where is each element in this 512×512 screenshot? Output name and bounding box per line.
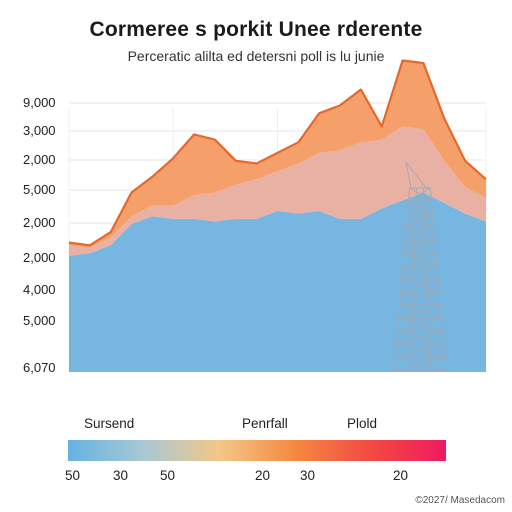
tower-brace [399, 291, 440, 306]
area-series-base [69, 192, 486, 372]
color-scale-tick: 30 [300, 468, 315, 483]
y-tick-label: 3,000 [23, 123, 56, 138]
tower-leg [423, 187, 430, 373]
area-series-middle [69, 126, 486, 256]
color-scale-label: Penrfall [242, 416, 288, 431]
copyright-text: ©2027/ Masedacom [415, 495, 505, 506]
tower-brace [395, 343, 444, 358]
tower-brace [406, 213, 433, 228]
tower-brace [404, 239, 435, 254]
y-tick-label: 5,000 [23, 182, 56, 197]
tower-brace [396, 330, 443, 345]
y-tick-label: 5,000 [23, 313, 56, 328]
tower-leg [429, 187, 447, 373]
tower-brace [409, 187, 432, 202]
tower-brace [402, 252, 436, 267]
color-scale-tick: 50 [65, 468, 80, 483]
tower-leg [393, 187, 411, 373]
y-tick-label: 2,000 [23, 215, 56, 230]
tower-brace [406, 226, 435, 241]
tower-spire [405, 161, 427, 189]
tower-brace [397, 317, 442, 332]
color-scale-label: Sursend [84, 416, 134, 431]
tower-illustration [393, 161, 447, 373]
tower-brace [408, 187, 431, 202]
y-tick-label: 2,000 [23, 250, 56, 265]
area-series-top [69, 60, 486, 248]
tower-brace [398, 304, 441, 319]
tower-leg [410, 187, 417, 373]
color-scale-tick: 50 [160, 468, 175, 483]
y-axis-ticks: 9,000 3,000 2,000 5,000 2,000 2,000 4,000 5,000… [23, 95, 56, 375]
tower-brace [401, 265, 438, 280]
chart-subtitle: Perceratic alilta ed detersni poll is lu… [127, 48, 385, 64]
color-scale-bar [68, 440, 446, 461]
y-tick-label: 6,070 [23, 360, 56, 375]
area-top-line [68, 59, 487, 247]
y-tick-label: 9,000 [23, 95, 56, 110]
tower-brace [400, 278, 439, 293]
tower-brace [408, 200, 433, 215]
color-scale-tick: 30 [113, 468, 128, 483]
y-tick-label: 2,000 [23, 152, 56, 167]
tower-brace [407, 213, 434, 228]
tower-brace [405, 226, 434, 241]
chart-title: Cormeree s porkit Unee rderente [89, 18, 423, 41]
tower-brace [407, 200, 432, 215]
color-scale: Sursend Penrfall Plold 50 30 50 20 30 20 [65, 416, 446, 483]
color-scale-tick: 20 [255, 468, 270, 483]
area-series-group [68, 59, 487, 372]
y-tick-label: 4,000 [23, 282, 56, 297]
color-scale-tick: 20 [393, 468, 408, 483]
color-scale-label: Plold [347, 416, 377, 431]
tower-brace [394, 356, 445, 371]
